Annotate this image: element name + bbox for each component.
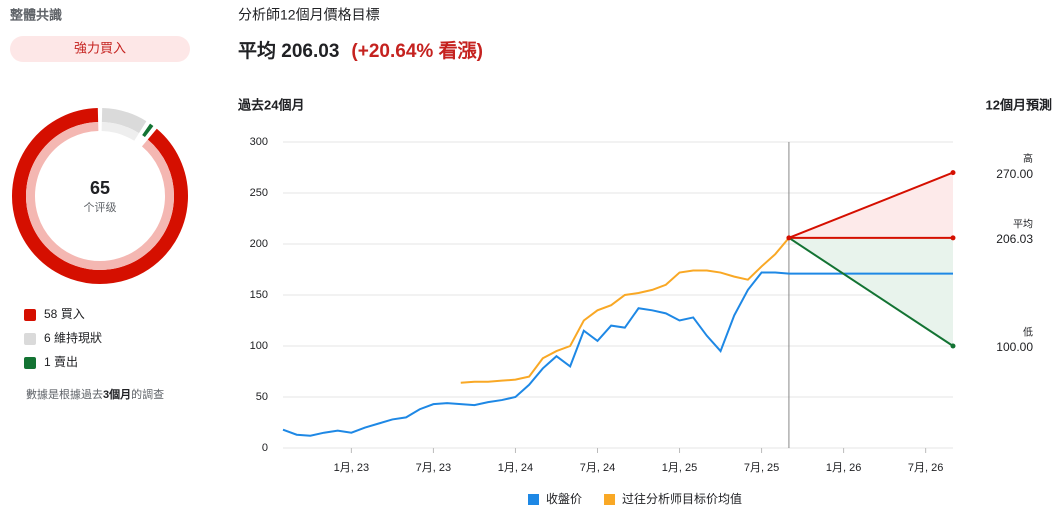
donut-inner-segment [101,122,139,141]
rating-total: 65 [90,178,110,198]
y-tick-label: 150 [250,289,268,301]
consensus-title: 整體共識 [9,7,62,22]
x-tick-label: 7月, 24 [580,462,615,474]
series-line [282,271,789,437]
legend-count: 6 [44,331,51,345]
forecast-value: 100.00 [996,340,1033,354]
legend-swatch [24,309,36,321]
average-value: 206.03 [281,41,339,62]
x-tick-label: 7月, 26 [908,462,943,474]
forecast-point [950,343,956,349]
donut-inner-segment [136,135,145,145]
forecast-value: 206.03 [996,232,1033,246]
y-tick-label: 300 [250,136,268,148]
legend-label: 收盤价 [546,492,582,506]
series-line [460,237,790,384]
x-tick-label: 1月, 26 [826,462,861,474]
forecast-line [788,237,954,347]
forecast-point [950,235,956,241]
y-tick-label: 0 [262,442,268,454]
rating-text: 強力買入 [74,40,126,55]
note-text: 的調查 [131,387,164,401]
y-tick-label: 200 [250,238,268,250]
y-tick-label: 50 [256,391,268,403]
legend-item: 6 維持現狀 [44,330,102,345]
donut-inner-segment [26,122,174,270]
legend-item: 1 賣出 [44,354,78,369]
y-tick-label: 100 [250,340,268,352]
x-tick-label: 7月, 25 [744,462,779,474]
chart-title: 分析師12個月價格目標 [238,7,380,23]
donut-segment [142,123,154,138]
legend-item: 58 買入 [44,307,85,321]
legend-label: 賣出 [54,354,78,369]
legend-swatch [24,357,36,369]
forecast-name: 低 [1023,326,1033,339]
x-tick-label: 1月, 24 [498,462,533,474]
forecast-origin [786,235,792,241]
upside: (+20.64% 看漲) [351,40,482,62]
x-tick-label: 7月, 23 [416,462,451,474]
donut-segment [12,108,188,284]
x-tick-label: 1月, 25 [662,462,697,474]
forecast-name: 平均 [1013,218,1033,230]
forecast-point [950,170,956,176]
legend-swatch [604,494,616,505]
legend-swatch [528,494,539,505]
average-headline: 平均 206.03 (+20.64% 看漲) [238,39,483,62]
donut-segment [101,108,147,134]
forecast-name: 高 [1023,152,1033,165]
legend-label: 買入 [61,307,85,321]
survey-note: 數據是根據過去3個月的調查 [26,387,164,401]
note-text: 數據是根據過去 [26,387,103,401]
average-label: 平均 [238,39,276,62]
x-tick-label: 1月, 23 [334,462,369,474]
forecast-value: 270.00 [996,167,1033,181]
legend-count: 1 [44,355,51,369]
legend-label: 維持現狀 [54,330,102,345]
rating-pill [10,36,190,62]
y-tick-label: 250 [250,187,268,199]
forecast-line [788,171,954,239]
legend-label: 过往分析师目标价均值 [622,491,742,506]
legend-swatch [24,333,36,345]
note-bold: 3個月 [103,387,131,401]
rating-total-label: 个评级 [84,201,117,214]
legend-count: 58 [44,307,58,321]
past-label: 過去24個月 [237,97,304,112]
forecast-label: 12個月預測 [986,97,1052,112]
